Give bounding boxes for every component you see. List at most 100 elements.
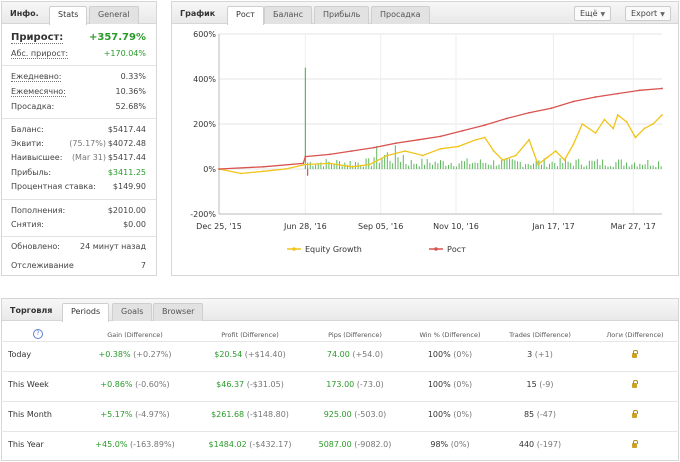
divider (1, 401, 679, 402)
win-cell-part: (0%) (453, 410, 473, 419)
growth-point (439, 135, 442, 138)
profit-cell-part: $20.54 (214, 350, 243, 359)
export-label: Export (631, 9, 658, 18)
chart-panel: График Рост Баланс Прибыль Просадка Ещё ▼… (171, 1, 679, 276)
growth-point (218, 168, 220, 170)
pips-cell: 925.00 (-503.0) (305, 410, 405, 419)
equity-point (328, 162, 331, 165)
pips-cell-part: 5087.00 (318, 440, 352, 449)
equity-point (612, 127, 615, 130)
x-axis-ticks: Dec 25, '15 Jun 28, '16 Sep 05, '16 Nov 10,… (196, 222, 656, 231)
gain-cell-part: (-4.97%) (135, 410, 170, 419)
equity-value: $4072.48 (107, 139, 146, 148)
tab-goals[interactable]: Goals (112, 303, 153, 321)
monthly-label: Ежемесячно: (11, 87, 66, 97)
trades-cell-part: (-47) (536, 410, 557, 419)
growth-point (572, 100, 575, 103)
growth-point (528, 111, 530, 114)
highest-label: Наивысшее: (11, 153, 63, 162)
profit-cell-part: $1484.02 (208, 440, 247, 449)
growth-point (328, 153, 331, 156)
tab-balance[interactable]: Баланс (264, 6, 313, 24)
profit-value: $3411.25 (107, 168, 146, 177)
trades-cell-part: (+1) (534, 350, 553, 359)
period-label-part: Today (8, 350, 32, 359)
trades-cell-part: (-197) (536, 440, 562, 449)
trades-cell-part: (-9) (539, 380, 554, 389)
interest-row: Процентная ставка: $149.90 (11, 182, 146, 194)
abs-growth-row: Абс. прирост: +170.04% (11, 49, 146, 61)
y-tick-label: 200% (193, 120, 216, 129)
equity-point (537, 163, 539, 166)
interest-value: $149.90 (112, 182, 146, 191)
balance-label: Баланс: (11, 125, 44, 134)
growth-point (638, 89, 641, 92)
trading-header: Торговля Periods Goals Browser (2, 299, 678, 322)
x-tick-label: Dec 25, '15 (196, 222, 242, 231)
tab-profit[interactable]: Прибыль (314, 6, 370, 24)
lock-icon[interactable] (632, 380, 638, 388)
tab-periods[interactable]: Periods (62, 303, 110, 322)
pips-cell: 74.00 (+54.0) (305, 350, 405, 359)
period-label-part: This Week (8, 380, 49, 389)
daily-label: Ежедневно: (11, 72, 62, 82)
equity-point (563, 159, 566, 161)
growth-value: +357.79% (89, 32, 146, 43)
pips-cell: 173.00 (-73.0) (305, 380, 405, 389)
period-label-part: This Month (8, 410, 52, 419)
trades-cell-part: 15 (526, 380, 537, 389)
win-cell-part: (0%) (453, 380, 473, 389)
info-icon[interactable]: ? (33, 329, 43, 339)
profit-cell: $46.37 (-$31.05) (200, 380, 300, 389)
tab-growth[interactable]: Рост (227, 6, 264, 25)
tab-stats[interactable]: Stats (49, 6, 88, 25)
abs-growth-value: +170.04% (103, 49, 146, 58)
highest-row: Наивысшее: (Mar 31) $5417.44 (11, 153, 146, 165)
equity-point (240, 172, 243, 175)
pips-cell-part: 74.00 (326, 350, 350, 359)
tab-drawdown[interactable]: Просадка (371, 6, 430, 24)
deposits-value: $2010.00 (107, 206, 146, 215)
tab-browser[interactable]: Browser (153, 303, 204, 321)
growth-row: Прирост: +357.79% (11, 32, 146, 46)
legend-label: Рост (447, 245, 466, 254)
more-label: Ещё (580, 9, 598, 18)
daily-row: Ежедневно: 0.33% (11, 72, 146, 84)
equity-note: (75.17%) (69, 139, 106, 148)
more-button[interactable]: Ещё ▼ (574, 6, 612, 21)
pips-cell-part: (-503.0) (354, 410, 387, 419)
equity-point (368, 163, 371, 166)
equity-point (625, 120, 628, 123)
lock-icon[interactable] (632, 350, 638, 358)
drawdown-value: 52.68% (115, 102, 146, 111)
abs-growth-label: Абс. прирост: (11, 49, 69, 59)
growth-point (417, 138, 420, 141)
equity-point (603, 118, 606, 121)
growth-line (218, 87, 663, 170)
growth-point (373, 146, 375, 149)
lock-icon[interactable] (632, 440, 638, 448)
profit-cell-part: $46.37 (216, 380, 245, 389)
x-tick-label: Mar 27, '17 (611, 222, 656, 231)
win-cell: 100% (0%) (400, 350, 500, 359)
y-tick-label: 0% (203, 165, 216, 174)
win-cell-part: 100% (427, 410, 451, 419)
lock-icon[interactable] (632, 410, 638, 418)
growth-point (616, 92, 619, 95)
equity-growth-line (218, 113, 663, 175)
balance-value: $5417.44 (107, 125, 146, 134)
updated-label: Обновлено: (11, 242, 60, 251)
equity-point (492, 150, 495, 152)
export-button[interactable]: Export ▼ (625, 6, 671, 21)
equity-point (475, 138, 477, 141)
growth-chart: 600% 400% 200% 0% -200% Dec 25, '15 Jun 28, '… (190, 30, 663, 254)
profit-cell: $20.54 (+$14.40) (200, 350, 300, 359)
tab-general[interactable]: General (89, 6, 139, 24)
col-pips: Pips (Difference) (328, 331, 382, 339)
withdrawals-value: $0.00 (123, 220, 146, 229)
info-title: Инфо. (10, 9, 39, 18)
equity-point (404, 150, 406, 152)
trading-title: Торговля (10, 306, 53, 315)
equity-point (545, 156, 548, 159)
growth-point (550, 107, 553, 110)
